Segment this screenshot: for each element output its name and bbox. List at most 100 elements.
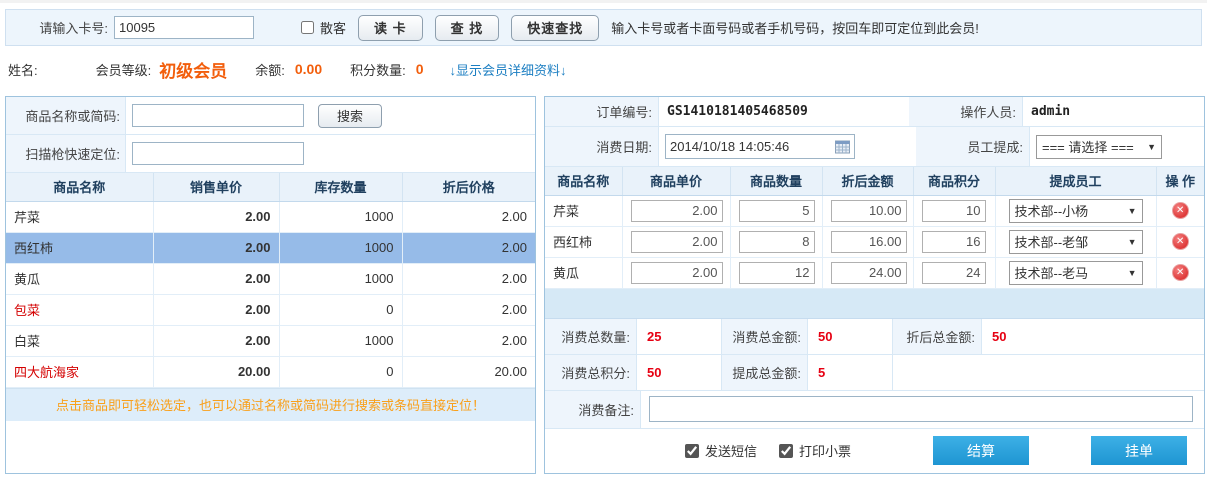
cart-table: 商品名称 商品单价 商品数量 折后金额 商品积分 提成员工 操 作 芹菜 技术部… xyxy=(545,167,1204,289)
checkout-footer: 发送短信 打印小票 结算 挂单 xyxy=(545,429,1204,473)
card-search-bar: 请输入卡号: 散客 读 卡 查 找 快速查找 输入卡号或者卡面号码或者手机号码，… xyxy=(5,9,1202,46)
product-row-selected[interactable]: 西红柿 2.00 1000 2.00 xyxy=(6,232,535,264)
product-search-label: 商品名称或简码: xyxy=(6,97,126,134)
remark-input[interactable] xyxy=(649,396,1193,422)
scan-input[interactable] xyxy=(132,142,304,165)
amount-input[interactable] xyxy=(830,199,907,222)
price-cell: 2.00 xyxy=(153,232,280,264)
points-input[interactable] xyxy=(921,230,986,253)
delete-item-button[interactable]: ✕ xyxy=(1171,233,1189,250)
balance-value: 0.00 xyxy=(294,61,323,77)
remark-row: 消费备注: xyxy=(545,390,1204,429)
member-detail-link[interactable]: ↓显示会员详细资料↓ xyxy=(449,62,567,78)
col-header-quantity: 商品数量 xyxy=(730,167,823,196)
total-points-label: 消费总积分: xyxy=(545,354,637,390)
stock-cell: 1000 xyxy=(279,232,403,264)
operator-value: admin xyxy=(1031,104,1071,119)
unit-price-input[interactable] xyxy=(630,230,723,253)
stock-cell: 0 xyxy=(279,356,403,388)
product-row[interactable]: 白菜 2.00 1000 2.00 xyxy=(6,325,535,357)
product-row[interactable]: 四大航海家 20.00 0 20.00 xyxy=(6,356,535,388)
read-card-button[interactable]: 读 卡 xyxy=(358,14,423,41)
cart-item-name: 芹菜 xyxy=(545,195,623,227)
col-header-staff: 提成员工 xyxy=(995,167,1157,196)
stock-cell: 0 xyxy=(279,294,403,326)
summary-row-2: 消费总积分: 50 提成总金额: 5 xyxy=(545,354,1204,391)
find-button[interactable]: 查 找 xyxy=(434,14,500,41)
commission-select[interactable]: === 请选择 === ▼ xyxy=(1036,134,1162,159)
print-checkbox[interactable] xyxy=(779,443,794,458)
product-name-cell[interactable]: 包菜 xyxy=(6,294,154,326)
chevron-down-icon: ▼ xyxy=(1127,236,1137,247)
date-input[interactable]: 2014/10/18 14:05:46 xyxy=(665,134,855,159)
cart-empty-band xyxy=(545,288,1204,319)
search-button[interactable]: 搜索 xyxy=(318,103,383,128)
total-amount-value: 50 xyxy=(808,318,893,354)
product-panel: 商品名称或简码: 搜索 扫描枪快速定位: 商品名称 销售单价 库存数量 折后价格… xyxy=(5,96,536,474)
points-input[interactable] xyxy=(921,261,986,284)
unit-price-input[interactable] xyxy=(630,199,723,222)
hold-button[interactable]: 挂单 xyxy=(1091,436,1188,465)
amount-input[interactable] xyxy=(830,261,907,284)
quantity-input[interactable] xyxy=(738,261,815,284)
delete-icon: ✕ xyxy=(1176,267,1185,278)
product-name-cell[interactable]: 白菜 xyxy=(6,325,154,357)
price-cell: 2.00 xyxy=(153,294,280,326)
cart-row: 西红柿 技术部--老邹 ▼ ✕ xyxy=(545,226,1204,258)
product-name-cell[interactable]: 芹菜 xyxy=(6,201,154,233)
product-name-cell[interactable]: 四大航海家 xyxy=(6,356,154,388)
delete-item-button[interactable]: ✕ xyxy=(1171,202,1189,219)
member-info-bar: 姓名: 会员等级: 初级会员 余额: 0.00 积分数量: 0 ↓显示会员详细资… xyxy=(8,53,1198,85)
staff-select[interactable]: 技术部--老邹 ▼ xyxy=(1008,229,1143,254)
product-row[interactable]: 芹菜 2.00 1000 2.00 xyxy=(6,201,535,233)
balance-label: 余额: xyxy=(255,62,285,78)
product-table: 商品名称 销售单价 库存数量 折后价格 芹菜 2.00 1000 2.00 西红… xyxy=(6,173,535,388)
date-value: 2014/10/18 14:05:46 xyxy=(670,139,790,154)
settle-button[interactable]: 结算 xyxy=(933,436,1030,465)
product-name-cell[interactable]: 黄瓜 xyxy=(6,263,154,295)
col-header-name: 商品名称 xyxy=(545,167,623,196)
card-number-label: 请输入卡号: xyxy=(39,21,108,36)
quick-find-button[interactable]: 快速查找 xyxy=(511,14,600,41)
order-panel: 订单编号: GS1410181405468509 操作人员: admin 消费日… xyxy=(544,96,1205,474)
cart-row: 芹菜 技术部--小杨 ▼ ✕ xyxy=(545,195,1204,227)
walkin-label: 散客 xyxy=(320,21,347,36)
price-cell: 2.00 xyxy=(153,201,280,233)
product-hint-text: 点击商品即可轻松选定，也可以通过名称或简码进行搜索或条码直接定位！ xyxy=(6,387,535,421)
col-header-product-name: 商品名称 xyxy=(6,173,154,202)
product-row[interactable]: 黄瓜 2.00 1000 2.00 xyxy=(6,263,535,295)
delete-item-button[interactable]: ✕ xyxy=(1171,264,1189,281)
card-hint-text: 输入卡号或者卡面号码或者手机号码，按回车即可定位到此会员! xyxy=(611,21,979,36)
total-qty-label: 消费总数量: xyxy=(545,318,637,354)
sms-checkbox[interactable] xyxy=(685,443,699,458)
product-name-cell[interactable]: 西红柿 xyxy=(6,232,154,264)
chevron-down-icon: ▼ xyxy=(1127,205,1137,216)
order-no-value: GS1410181405468509 xyxy=(667,104,808,119)
stock-cell: 1000 xyxy=(279,325,403,357)
col-header-stock: 库存数量 xyxy=(279,173,403,202)
walkin-checkbox[interactable] xyxy=(301,21,314,34)
card-number-input[interactable] xyxy=(114,16,254,39)
staff-select[interactable]: 技术部--老马 ▼ xyxy=(1008,260,1143,285)
total-qty-value: 25 xyxy=(637,318,722,354)
delete-icon: ✕ xyxy=(1176,205,1185,216)
points-label: 积分数量: xyxy=(350,62,406,78)
quantity-input[interactable] xyxy=(738,230,815,253)
calendar-icon[interactable] xyxy=(835,140,850,154)
amount-input[interactable] xyxy=(830,230,907,253)
points-input[interactable] xyxy=(921,199,986,222)
price-cell: 20.00 xyxy=(153,356,280,388)
sms-label: 发送短信 xyxy=(705,444,758,459)
summary-row-1: 消费总数量: 25 消费总金额: 50 折后总金额: 50 xyxy=(545,318,1204,355)
unit-price-input[interactable] xyxy=(630,261,723,284)
print-label: 打印小票 xyxy=(799,444,852,459)
product-search-input[interactable] xyxy=(132,104,304,127)
member-level-value: 初级会员 xyxy=(159,61,228,81)
commission-label: 员工提成: xyxy=(916,127,1030,166)
col-header-action: 操 作 xyxy=(1156,167,1204,196)
quantity-input[interactable] xyxy=(738,199,815,222)
discount-cell: 2.00 xyxy=(402,263,535,295)
staff-select[interactable]: 技术部--小杨 ▼ xyxy=(1008,198,1143,223)
product-row[interactable]: 包菜 2.00 0 2.00 xyxy=(6,294,535,326)
discount-cell: 2.00 xyxy=(402,232,535,264)
